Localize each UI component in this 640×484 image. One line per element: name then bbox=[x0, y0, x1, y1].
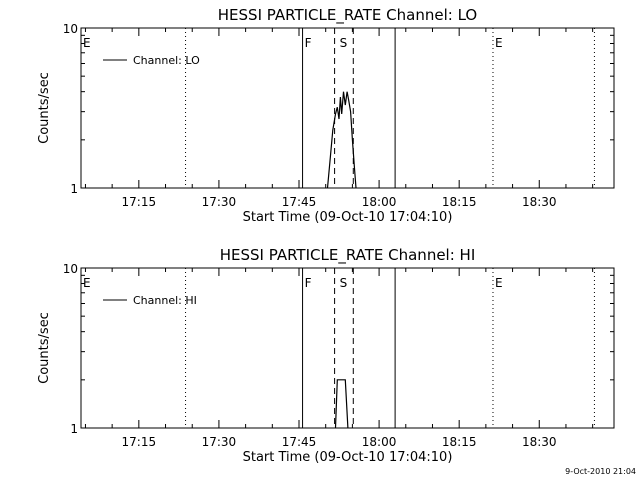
x-tick-label: 18:00 bbox=[362, 195, 397, 209]
chart-title: HESSI PARTICLE_RATE Channel: LO bbox=[218, 6, 477, 25]
legend-label: Channel: LO bbox=[133, 54, 200, 67]
x-axis-label: Start Time (09-Oct-10 17:04:10) bbox=[243, 450, 453, 465]
legend-label: Channel: HI bbox=[133, 294, 197, 307]
x-tick-label: 18:30 bbox=[522, 435, 557, 449]
event-marker-label: E bbox=[495, 276, 503, 290]
y-tick-label: 1 bbox=[70, 422, 78, 436]
y-axis-label: Counts/sec bbox=[37, 312, 52, 384]
series-line-1 bbox=[326, 91, 357, 189]
x-tick-label: 17:15 bbox=[122, 435, 157, 449]
panel-2: HESSI PARTICLE_RATE Channel: HI 1 10 Counts… bbox=[37, 246, 615, 465]
x-tick-label: 17:45 bbox=[282, 435, 317, 449]
chart-title: HESSI PARTICLE_RATE Channel: HI bbox=[220, 246, 476, 265]
x-tick-label: 18:15 bbox=[442, 435, 477, 449]
event-marker-label: F bbox=[305, 276, 312, 290]
x-tick-label: 18:00 bbox=[362, 435, 397, 449]
event-marker-label: F bbox=[305, 36, 312, 50]
event-marker-label: S bbox=[340, 276, 348, 290]
event-marker-label: E bbox=[83, 276, 91, 290]
x-tick-label: 17:30 bbox=[202, 435, 237, 449]
plot-frame bbox=[80, 27, 615, 189]
x-tick-label: 17:15 bbox=[122, 195, 157, 209]
series-line-1 bbox=[334, 379, 349, 429]
x-tick-label: 17:30 bbox=[202, 195, 237, 209]
x-axis-label: Start Time (09-Oct-10 17:04:10) bbox=[243, 210, 453, 225]
plot-frame bbox=[80, 267, 615, 429]
event-marker-label: E bbox=[83, 36, 91, 50]
y-tick-label: 10 bbox=[63, 22, 78, 36]
timestamp: 9-Oct-2010 21:04 bbox=[565, 467, 636, 476]
x-tick-label: 18:15 bbox=[442, 195, 477, 209]
event-marker-label: S bbox=[340, 36, 348, 50]
y-axis-label: Counts/sec bbox=[37, 72, 52, 144]
y-tick-label: 10 bbox=[63, 262, 78, 276]
x-tick-label: 17:45 bbox=[282, 195, 317, 209]
panel-1: HESSI PARTICLE_RATE Channel: LO 1 10 Counts… bbox=[37, 6, 615, 225]
event-marker-label: E bbox=[495, 36, 503, 50]
y-tick-label: 1 bbox=[70, 182, 78, 196]
x-tick-label: 18:30 bbox=[522, 195, 557, 209]
